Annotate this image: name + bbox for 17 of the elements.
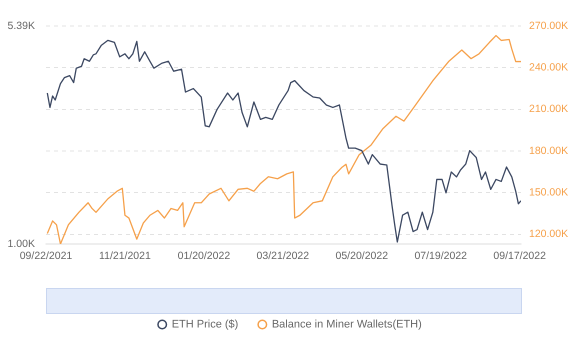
x-tick-label: 09/22/2021 bbox=[20, 250, 72, 262]
y2-tick-label: 270.00K bbox=[529, 20, 568, 32]
x-tick-label: 03/21/2022 bbox=[256, 250, 310, 262]
y-tick-label: 1.00K bbox=[8, 238, 35, 250]
x-tick-label: 09/17/2022 bbox=[493, 250, 546, 262]
legend-label: Balance in Miner Wallets(ETH) bbox=[272, 318, 422, 331]
x-tick-label: 11/21/2021 bbox=[99, 250, 151, 262]
y-tick-label: 5.39K bbox=[8, 20, 35, 32]
x-tick-label: 07/19/2022 bbox=[414, 250, 468, 262]
y2-tick-label: 210.00K bbox=[529, 103, 568, 116]
y2-tick-label: 120.00K bbox=[529, 228, 568, 240]
legend-label: ETH Price ($) bbox=[172, 318, 238, 331]
x-tick-label: 01/20/2022 bbox=[178, 250, 230, 262]
y2-tick-label: 150.00K bbox=[529, 186, 568, 199]
y2-tick-label: 240.00K bbox=[529, 62, 568, 74]
x-tick-label: 05/20/2022 bbox=[336, 250, 388, 262]
y2-tick-label: 180.00K bbox=[529, 144, 568, 157]
